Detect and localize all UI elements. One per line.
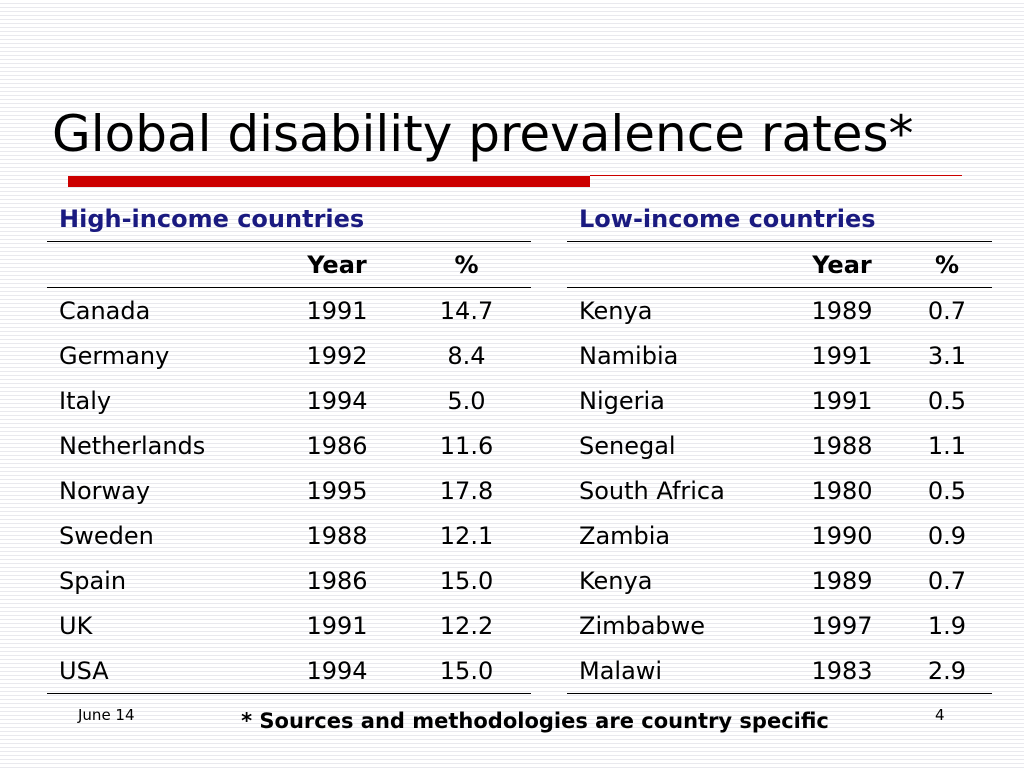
high-income-rows: Canada 1991 14.7 Germany 1992 8.4 Italy 1994 5.0… bbox=[47, 288, 531, 694]
table-row: South Africa 1980 0.5 bbox=[567, 468, 992, 513]
low-income-country-header bbox=[567, 241, 782, 288]
pct-cell: 17.8 bbox=[439, 476, 494, 505]
country-cell: Senegal bbox=[579, 431, 676, 460]
high-income-column-header-row: Year % bbox=[47, 241, 531, 288]
year-cell: 1991 bbox=[811, 386, 873, 415]
pct-cell: 14.7 bbox=[439, 296, 494, 325]
table-row: Germany 1992 8.4 bbox=[47, 333, 531, 378]
high-income-pct-header: % bbox=[402, 241, 531, 288]
pct-cell: 12.2 bbox=[439, 611, 494, 640]
country-cell: Italy bbox=[59, 386, 112, 415]
country-cell: Kenya bbox=[579, 566, 653, 595]
year-cell: 1991 bbox=[811, 341, 873, 370]
year-cell: 1986 bbox=[306, 431, 368, 460]
year-cell: 1994 bbox=[272, 648, 402, 694]
table-row: Kenya 1989 0.7 bbox=[567, 288, 992, 334]
low-income-heading: Low-income countries bbox=[567, 196, 992, 242]
pct-cell: 5.0 bbox=[447, 386, 486, 415]
country-cell: Canada bbox=[59, 296, 151, 325]
year-cell: 1989 bbox=[811, 296, 873, 325]
country-cell: Spain bbox=[59, 566, 127, 595]
year-cell: 1990 bbox=[811, 521, 873, 550]
low-income-pct-header: % bbox=[902, 241, 992, 288]
page-number: 4 bbox=[935, 706, 945, 724]
pct-cell: 2.9 bbox=[902, 648, 992, 694]
year-cell: 1983 bbox=[782, 648, 902, 694]
country-cell: Germany bbox=[59, 341, 170, 370]
country-cell: Sweden bbox=[59, 521, 154, 550]
table-row: Kenya 1989 0.7 bbox=[567, 558, 992, 603]
table-row: USA 1994 15.0 bbox=[47, 648, 531, 694]
country-cell: Malawi bbox=[567, 648, 782, 694]
year-cell: 1988 bbox=[811, 431, 873, 460]
table-row: Spain 1986 15.0 bbox=[47, 558, 531, 603]
low-income-rows: Kenya 1989 0.7 Namibia 1991 3.1 Nigeria 1991 0.5… bbox=[567, 288, 992, 694]
year-cell: 1997 bbox=[811, 611, 873, 640]
pct-cell: 11.6 bbox=[439, 431, 494, 460]
year-cell: 1994 bbox=[306, 386, 368, 415]
pct-cell: 0.9 bbox=[927, 521, 967, 550]
country-cell: Zimbabwe bbox=[579, 611, 706, 640]
pct-cell: 15.0 bbox=[439, 566, 494, 595]
pct-cell: 1.9 bbox=[927, 611, 967, 640]
high-income-country-header bbox=[47, 241, 272, 288]
pct-cell: 0.5 bbox=[927, 476, 967, 505]
slide-title: Global disability prevalence rates* bbox=[52, 105, 914, 163]
table-row: Malawi 1983 2.9 bbox=[567, 648, 992, 694]
year-cell: 1980 bbox=[811, 476, 873, 505]
pct-cell: 3.1 bbox=[927, 341, 967, 370]
year-cell: 1989 bbox=[811, 566, 873, 595]
pct-cell: 0.7 bbox=[927, 566, 967, 595]
table-row: Zimbabwe 1997 1.9 bbox=[567, 603, 992, 648]
pct-cell: 12.1 bbox=[439, 521, 494, 550]
low-income-heading-row: Low-income countries bbox=[567, 196, 992, 242]
low-income-column-header-row: Year % bbox=[567, 241, 992, 288]
table-row: Italy 1994 5.0 bbox=[47, 378, 531, 423]
year-cell: 1992 bbox=[306, 341, 368, 370]
table-row: Netherlands 1986 11.6 bbox=[47, 423, 531, 468]
pct-cell: 0.5 bbox=[927, 386, 967, 415]
table-row: Norway 1995 17.8 bbox=[47, 468, 531, 513]
year-cell: 1991 bbox=[306, 296, 368, 325]
year-cell: 1986 bbox=[306, 566, 368, 595]
table-row: Senegal 1988 1.1 bbox=[567, 423, 992, 468]
country-cell: South Africa bbox=[579, 476, 725, 505]
high-income-table: High-income countries Year % Canada 1991 1… bbox=[47, 196, 531, 694]
year-cell: 1995 bbox=[306, 476, 368, 505]
country-cell: UK bbox=[59, 611, 93, 640]
year-cell: 1988 bbox=[306, 521, 368, 550]
country-cell: Netherlands bbox=[59, 431, 206, 460]
table-row: Zambia 1990 0.9 bbox=[567, 513, 992, 558]
year-cell: 1991 bbox=[306, 611, 368, 640]
footnote: * Sources and methodologies are country … bbox=[241, 709, 829, 733]
table-row: UK 1991 12.2 bbox=[47, 603, 531, 648]
high-income-heading-row: High-income countries bbox=[47, 196, 531, 242]
country-cell: Norway bbox=[59, 476, 151, 505]
table-row: Namibia 1991 3.1 bbox=[567, 333, 992, 378]
country-cell: Nigeria bbox=[579, 386, 665, 415]
footer-date: June 14 bbox=[78, 706, 135, 724]
pct-cell: 8.4 bbox=[447, 341, 486, 370]
low-income-year-header: Year bbox=[782, 241, 902, 288]
table-row: Canada 1991 14.7 bbox=[47, 288, 531, 334]
pct-cell: 1.1 bbox=[927, 431, 967, 460]
title-underline-accent bbox=[68, 176, 590, 187]
pct-cell: 15.0 bbox=[402, 648, 531, 694]
table-row: Nigeria 1991 0.5 bbox=[567, 378, 992, 423]
low-income-table: Low-income countries Year % Kenya 1989 0.7… bbox=[567, 196, 992, 694]
high-income-year-header: Year bbox=[272, 241, 402, 288]
country-cell: Zambia bbox=[579, 521, 671, 550]
country-cell: Kenya bbox=[579, 296, 653, 325]
country-cell: Namibia bbox=[579, 341, 679, 370]
pct-cell: 0.7 bbox=[927, 296, 967, 325]
title-underline-rule bbox=[590, 175, 962, 176]
high-income-heading: High-income countries bbox=[47, 196, 531, 242]
country-cell: USA bbox=[47, 648, 272, 694]
table-row: Sweden 1988 12.1 bbox=[47, 513, 531, 558]
